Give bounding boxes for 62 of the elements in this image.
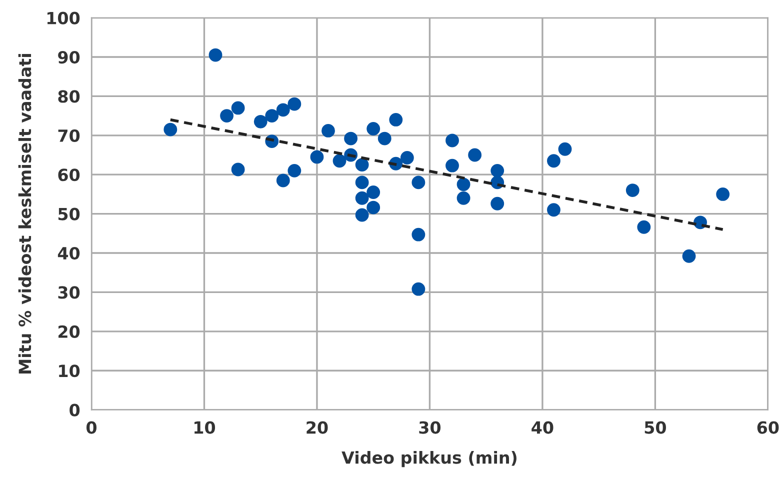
point bbox=[490, 196, 504, 210]
x-tick-label: 20 bbox=[306, 421, 328, 434]
point bbox=[288, 164, 302, 178]
point bbox=[164, 122, 178, 136]
y-tick-label: 0 bbox=[70, 404, 80, 416]
point bbox=[389, 113, 403, 126]
y-tick-label: 80 bbox=[58, 90, 80, 103]
point bbox=[208, 48, 222, 62]
point bbox=[332, 154, 346, 168]
point bbox=[355, 158, 369, 172]
point bbox=[446, 158, 459, 172]
y-axis-title: Mitu % videost keskmiselt vaadati bbox=[18, 54, 32, 374]
y-tick-label: 10 bbox=[59, 364, 80, 378]
y-tick-label: 60 bbox=[58, 168, 80, 182]
point bbox=[446, 134, 459, 148]
point bbox=[355, 208, 369, 222]
point bbox=[231, 101, 245, 115]
point bbox=[344, 132, 358, 146]
y-tick-label: 90 bbox=[58, 50, 80, 64]
x-tick-label: 10 bbox=[194, 421, 216, 434]
point bbox=[400, 151, 414, 164]
y-tick-label: 100 bbox=[47, 12, 80, 24]
point bbox=[220, 109, 234, 123]
y-tick-label: 20 bbox=[58, 325, 80, 338]
point bbox=[276, 174, 290, 188]
x-tick-label: 50 bbox=[644, 421, 666, 434]
point bbox=[547, 154, 560, 168]
x-tick-label: 60 bbox=[757, 421, 779, 434]
x-tick-label: 0 bbox=[86, 421, 96, 434]
point bbox=[322, 124, 335, 138]
point bbox=[231, 162, 245, 176]
point bbox=[355, 191, 369, 205]
point bbox=[412, 282, 426, 296]
point bbox=[366, 200, 380, 214]
y-tick-label: 50 bbox=[58, 208, 80, 220]
point bbox=[682, 249, 696, 263]
point bbox=[637, 220, 651, 234]
point bbox=[547, 203, 560, 217]
point bbox=[265, 109, 279, 123]
point bbox=[716, 187, 730, 201]
point bbox=[276, 103, 290, 117]
point bbox=[468, 148, 482, 162]
point bbox=[558, 142, 572, 156]
point bbox=[412, 176, 426, 190]
point bbox=[412, 228, 426, 242]
x-tick-label: 30 bbox=[419, 421, 441, 434]
point bbox=[288, 97, 302, 111]
point bbox=[456, 178, 470, 192]
point bbox=[378, 132, 392, 146]
point bbox=[456, 191, 470, 205]
point bbox=[366, 186, 380, 199]
point bbox=[626, 184, 640, 197]
point bbox=[254, 114, 268, 128]
x-axis-title: Video pikkus (min) bbox=[342, 450, 516, 468]
y-tick-label: 30 bbox=[58, 286, 80, 299]
x-tick-label: 40 bbox=[532, 421, 554, 434]
point bbox=[355, 176, 369, 190]
y-tick-label: 70 bbox=[58, 129, 80, 142]
point bbox=[490, 164, 504, 178]
point bbox=[310, 150, 324, 164]
y-tick-label: 40 bbox=[58, 246, 80, 260]
point bbox=[366, 122, 380, 136]
